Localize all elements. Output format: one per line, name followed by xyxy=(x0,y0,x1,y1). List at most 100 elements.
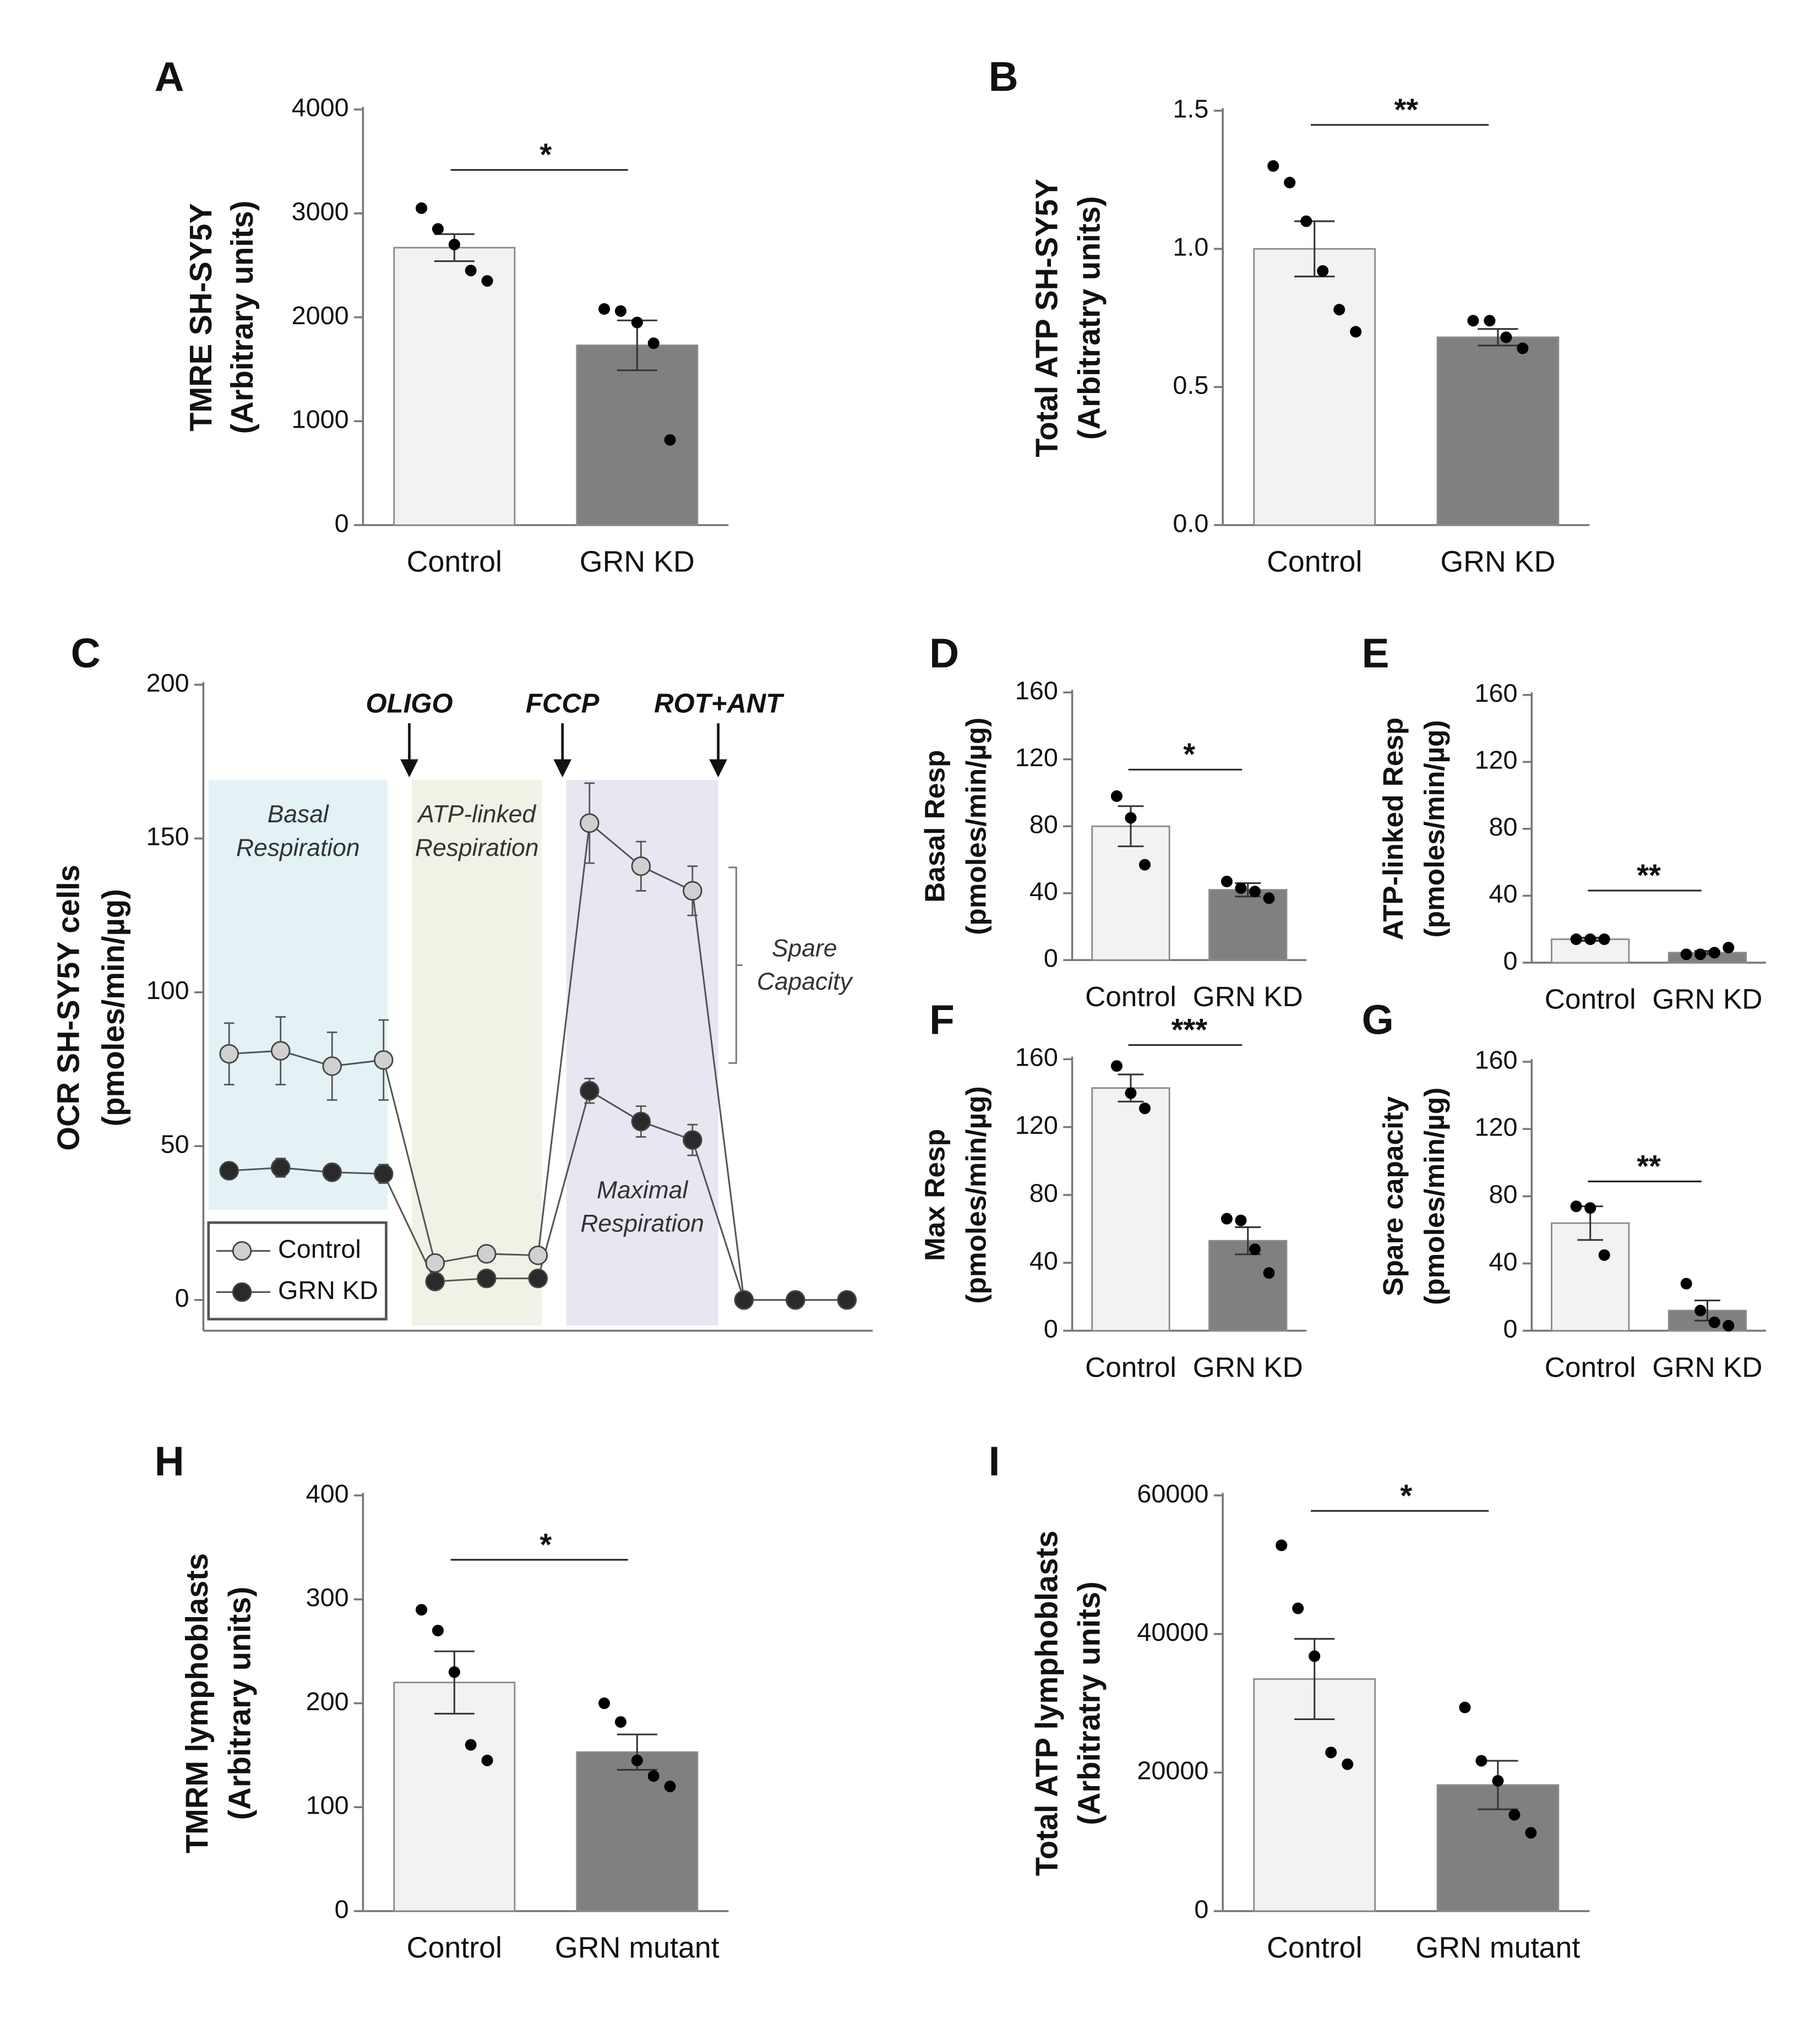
data-point xyxy=(1317,265,1329,277)
series-marker xyxy=(580,813,600,833)
bar xyxy=(576,1751,699,1912)
x-tick-label: GRN KD xyxy=(1652,1351,1762,1383)
data-point xyxy=(1110,790,1122,802)
y-axis-label: Basal Resp xyxy=(919,750,951,903)
series-marker xyxy=(270,1158,291,1178)
error-bar xyxy=(1478,328,1518,347)
series-marker xyxy=(580,1080,600,1101)
data-point xyxy=(631,316,643,329)
region xyxy=(412,779,542,1326)
data-point xyxy=(1723,942,1735,954)
data-point xyxy=(1249,1243,1261,1256)
data-point xyxy=(1484,315,1496,327)
data-point xyxy=(481,1754,493,1766)
y-tick-label: 120 xyxy=(1475,1113,1518,1142)
y-axis-label: (pmoles/min/µg) xyxy=(1418,1088,1450,1305)
series-marker xyxy=(477,1268,497,1289)
data-point xyxy=(1138,859,1151,871)
y-tick-label: 2000 xyxy=(292,301,349,330)
y-tick-label: 40000 xyxy=(1137,1618,1208,1646)
data-point xyxy=(614,1716,626,1728)
arrow-head xyxy=(553,759,572,778)
data-point xyxy=(1584,1202,1596,1214)
y-tick-label: 0 xyxy=(175,1284,189,1312)
data-point xyxy=(1220,875,1233,887)
legend-label: Control xyxy=(278,1235,361,1263)
x-tick-label: Control xyxy=(1267,545,1362,578)
legend-label: GRN KD xyxy=(278,1276,378,1304)
data-point xyxy=(1220,1213,1233,1225)
data-point xyxy=(1125,812,1137,824)
series-marker xyxy=(322,1056,342,1076)
significance-label: ** xyxy=(1637,858,1661,892)
y-axis-label: (Arbitrary units) xyxy=(222,1587,257,1820)
bracket-label: Capacity xyxy=(757,968,854,995)
bar xyxy=(1551,1222,1630,1332)
data-point xyxy=(647,337,660,350)
data-point xyxy=(1708,947,1720,959)
data-point xyxy=(1694,1304,1707,1317)
data-point xyxy=(448,1666,460,1678)
data-point xyxy=(1263,892,1275,904)
x-tick-label: GRN KD xyxy=(1193,1351,1303,1383)
data-point xyxy=(1342,1758,1354,1770)
y-tick-label: 200 xyxy=(146,668,189,697)
data-point xyxy=(1249,886,1261,898)
data-point xyxy=(448,238,460,250)
injection-label: OLIGO xyxy=(366,689,453,718)
legend-marker xyxy=(232,1282,252,1302)
y-axis-label: (pmoles/min/µg) xyxy=(1418,720,1450,937)
data-point xyxy=(1284,177,1296,189)
y-tick-label: 100 xyxy=(306,1791,349,1820)
series-marker xyxy=(322,1162,342,1182)
y-tick-label: 40 xyxy=(1489,880,1518,908)
significance-label: ** xyxy=(1637,1149,1661,1183)
series-marker xyxy=(270,1041,291,1061)
bar xyxy=(1091,825,1170,961)
data-point xyxy=(1570,1200,1582,1213)
legend-marker xyxy=(232,1241,252,1261)
y-tick-label: 1.0 xyxy=(1173,232,1208,261)
series-marker xyxy=(219,1044,239,1064)
data-point xyxy=(1680,948,1692,960)
data-point xyxy=(1110,1060,1122,1072)
data-point xyxy=(598,1697,611,1710)
data-point xyxy=(1350,326,1362,338)
data-point xyxy=(664,1781,676,1793)
series-marker xyxy=(631,1111,651,1132)
y-tick-label: 160 xyxy=(1475,1045,1518,1074)
y-axis-label: (Arbitrary units) xyxy=(225,200,259,434)
y-axis-label: (Arbitratry units) xyxy=(1071,196,1106,440)
data-point xyxy=(1325,1746,1337,1759)
series-marker xyxy=(477,1244,497,1264)
data-point xyxy=(1263,1267,1275,1279)
data-point xyxy=(1125,1087,1137,1099)
data-point xyxy=(465,1739,477,1751)
region-label: Respiration xyxy=(415,834,539,861)
error-bar xyxy=(434,1650,475,1715)
panel-label: H xyxy=(155,1438,184,1484)
data-point xyxy=(1517,342,1529,354)
data-point xyxy=(1475,1755,1487,1767)
data-point xyxy=(1508,1809,1521,1821)
x-tick-label: Control xyxy=(1267,1931,1362,1964)
data-point xyxy=(664,434,676,446)
series-marker xyxy=(373,1050,394,1070)
series-marker xyxy=(373,1164,394,1184)
series-marker xyxy=(734,1290,754,1310)
significance-label: ** xyxy=(1394,92,1418,127)
y-tick-label: 50 xyxy=(161,1130,189,1159)
y-tick-label: 0 xyxy=(1194,1895,1208,1923)
y-tick-label: 120 xyxy=(1015,1111,1058,1139)
y-axis-label: Max Resp xyxy=(919,1129,951,1261)
y-tick-label: 0.5 xyxy=(1173,370,1208,399)
x-tick-label: GRN mutant xyxy=(555,1931,720,1964)
x-tick-label: Control xyxy=(1085,1351,1176,1383)
x-tick-label: Control xyxy=(1545,1351,1636,1383)
data-point xyxy=(614,305,626,317)
data-point xyxy=(1235,882,1247,894)
data-point xyxy=(1570,933,1582,945)
series-marker xyxy=(425,1253,445,1273)
series-marker xyxy=(528,1245,548,1265)
